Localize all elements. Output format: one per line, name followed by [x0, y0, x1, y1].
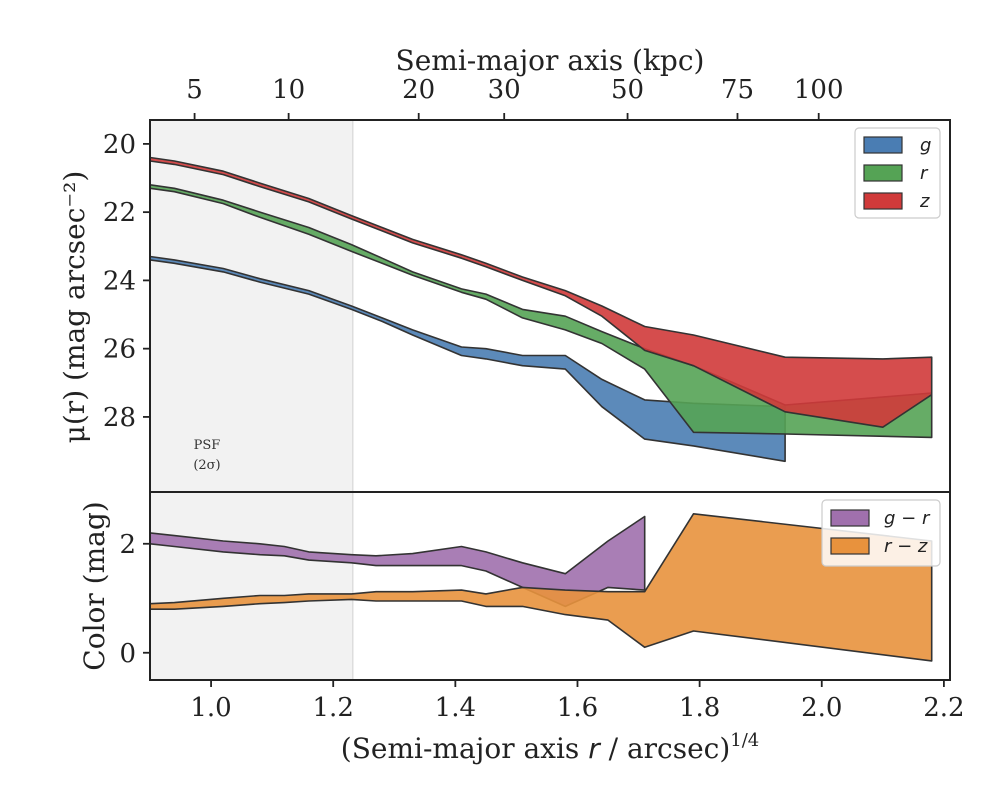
x-tick-label: 1.6 — [557, 693, 598, 723]
band-z — [150, 156, 933, 429]
bottom-panel-y-axis-label: Color (mag) — [78, 501, 111, 670]
y-tick-label: 2 — [119, 530, 136, 560]
top-tick-label: 5 — [186, 75, 203, 105]
top-tick-label: 75 — [721, 75, 754, 105]
legend-top: grz — [854, 127, 941, 219]
legend-swatch-r-z — [830, 537, 870, 555]
legend-label-g: g — [920, 135, 931, 156]
x-axis-label-tail: / arcsec) — [600, 732, 731, 765]
x-tick-label: 1.0 — [190, 693, 231, 723]
top-tick-label: 20 — [402, 75, 435, 105]
band-r — [150, 184, 933, 439]
y-tick-label: 28 — [103, 403, 136, 433]
top-tick-label: 30 — [488, 75, 521, 105]
legend-swatch-g-r — [830, 509, 870, 527]
bands — [150, 512, 933, 662]
plot-frame — [149, 491, 951, 681]
top-panel-y-axis-label: μ(r) (mag arcsec⁻²) — [58, 171, 91, 444]
y-tick-label: 0 — [119, 639, 136, 669]
x-tick-label: 1.8 — [679, 693, 720, 723]
legend-label-r: r — [920, 163, 929, 184]
legend-label-z: z — [919, 191, 930, 212]
psf-shaded-region — [150, 120, 353, 492]
legend-swatch-g — [863, 136, 903, 154]
x-tick-label: 2.0 — [801, 693, 842, 723]
y-tick-label: 26 — [103, 335, 136, 365]
x-axis-label: (Semi-major axis r / arcsec)1/4 — [341, 730, 759, 765]
legend-swatch-r — [863, 164, 903, 182]
top-tick-label: 50 — [611, 75, 644, 105]
surface-brightness-panel: 20 22 24 26 28 5 10 20 30 50 75 100 PSF (2σ) grz — [103, 75, 951, 493]
top-tick-label: 100 — [794, 75, 844, 105]
legend-label-r-z: r − z — [884, 536, 928, 557]
band-gr — [150, 515, 646, 608]
top-axis-label: Semi-major axis (kpc) — [396, 44, 705, 77]
legend-label-g-r: g − r — [884, 508, 931, 529]
x-axis-label-exponent: 1/4 — [730, 730, 759, 751]
legend-bottom: g − r r − z — [821, 499, 941, 567]
x-tick-label: 1.2 — [313, 693, 354, 723]
band-rz — [150, 512, 933, 662]
psf-sigma-label: (2σ) — [193, 458, 220, 473]
y-tick-label: 22 — [103, 198, 136, 228]
x-tick-label: 2.2 — [923, 693, 964, 723]
bands — [150, 156, 933, 463]
band-g — [150, 255, 786, 463]
top-tick-label: 10 — [272, 75, 305, 105]
y-tick-label: 20 — [103, 130, 136, 160]
x-tick-label: 1.4 — [435, 693, 476, 723]
y-tick-label: 24 — [103, 266, 136, 296]
psf-shaded-region — [150, 492, 353, 680]
x-axis-label-main: (Semi-major axis — [341, 732, 588, 765]
color-panel: 0 2 1.0 1.2 1.4 1.6 1.8 2.0 2.2 g − r r − z — [119, 491, 965, 723]
legend-swatch-z — [863, 192, 903, 210]
x-axis-label-variable: r — [588, 732, 601, 765]
psf-label: PSF — [194, 438, 221, 453]
